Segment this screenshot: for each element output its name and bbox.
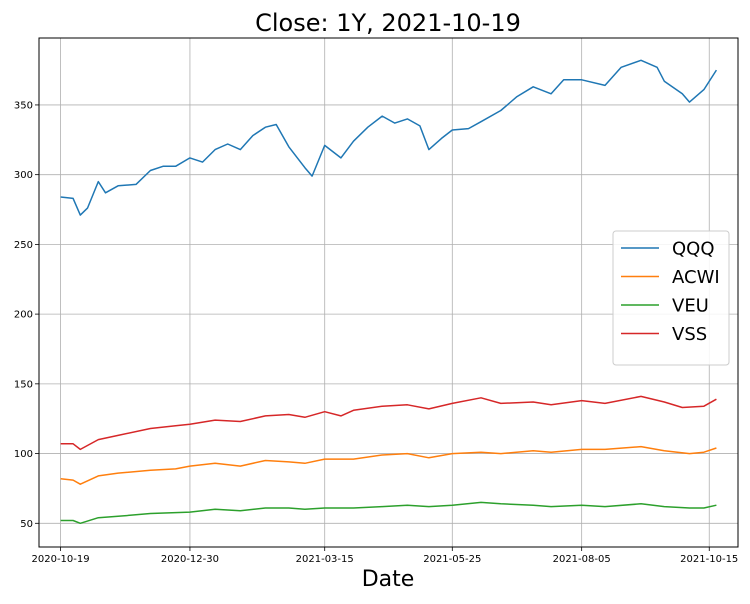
y-tick-label: 300 [14, 170, 33, 181]
legend-box [612, 230, 730, 366]
x-tick-label: 2021-03-15 [296, 554, 354, 565]
series-line-acwi [60, 445, 717, 485]
legend-label-acwi: ACWI [672, 267, 720, 288]
legend: QQQ ACWI VEU VSS [612, 230, 730, 366]
series-line-veu [60, 501, 717, 525]
legend-label-veu: VEU [672, 296, 709, 317]
x-tick-label: 2021-05-25 [423, 554, 481, 565]
y-tick-label: 100 [14, 449, 33, 460]
y-tick-label: 250 [14, 240, 33, 251]
y-tick-label: 150 [14, 379, 33, 390]
y-tick-label: 350 [14, 100, 33, 111]
legend-label-qqq: QQQ [672, 239, 715, 260]
x-tick-label: 2021-08-05 [553, 554, 611, 565]
y-tick-label: 200 [14, 310, 33, 321]
series-line-qqq [60, 59, 718, 216]
x-tick-label: 2020-10-19 [32, 554, 90, 565]
x-tick-label: 2021-10-15 [680, 554, 738, 565]
axis-ticks: 2020-10-19 2020-12-30 2021-03-15 2021-05-25… [14, 100, 738, 565]
chart-title: Close: 1Y, 2021-10-19 [255, 9, 521, 37]
x-axis-label: Date [362, 567, 415, 592]
y-tick-label: 50 [20, 519, 33, 530]
series-line-vss [60, 395, 717, 451]
x-tick-label: 2020-12-30 [161, 554, 219, 565]
plot-area-frame [38, 37, 739, 548]
series-lines [60, 59, 718, 525]
legend-label-vss: VSS [672, 324, 707, 345]
